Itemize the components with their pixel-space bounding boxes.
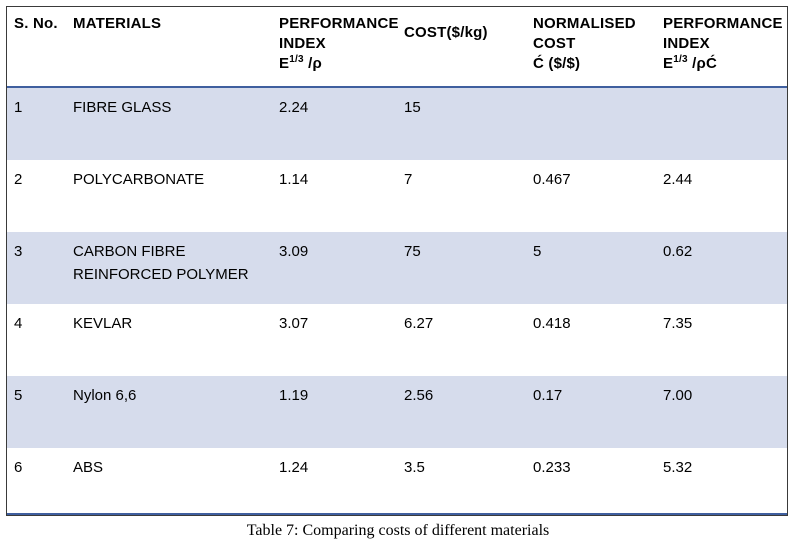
cell-cost: 7 (404, 171, 413, 188)
cell-normalised-cost: 0.467 (533, 171, 571, 188)
cell-cost: 15 (404, 99, 421, 116)
cell-performance-per-cost: 7.00 (663, 387, 693, 404)
cell-normalised-cost: 0.418 (533, 315, 571, 332)
cell-sno: 6 (14, 459, 23, 476)
cell-material: CARBON FIBRE REINFORCED POLYMER (73, 243, 249, 283)
cell-material: POLYCARBONATE (73, 171, 205, 188)
table-row: 5 Nylon 6,6 1.19 2.56 0.17 7.00 (7, 376, 787, 448)
materials-table: S. No. MATERIALS PERFORMANCE INDEX E1/3 … (6, 6, 788, 516)
cell-normalised-cost: 5 (533, 243, 542, 260)
cell-material: ABS (73, 459, 104, 476)
header-materials: MATERIALS (73, 15, 162, 32)
cell-performance-index: 2.24 (279, 99, 309, 116)
cell-performance-index: 3.07 (279, 315, 309, 332)
table-row: 1 FIBRE GLASS 2.24 15 (7, 88, 787, 160)
table-row: 6 ABS 1.24 3.5 0.233 5.32 (7, 448, 787, 514)
cell-performance-index: 1.14 (279, 171, 309, 188)
cell-performance-index: 1.24 (279, 459, 309, 476)
cell-sno: 1 (14, 99, 23, 116)
cell-sno: 3 (14, 243, 23, 260)
table-row: 3 CARBON FIBRE REINFORCED POLYMER 3.09 7… (7, 232, 787, 304)
header-rule (7, 86, 787, 88)
cell-performance-per-cost: 2.44 (663, 171, 693, 188)
cell-cost: 75 (404, 243, 421, 260)
cell-performance-per-cost: 7.35 (663, 315, 693, 332)
cell-material: Nylon 6,6 (73, 387, 137, 404)
cell-sno: 5 (14, 387, 23, 404)
cell-performance-per-cost: 5.32 (663, 459, 693, 476)
cell-normalised-cost: 0.233 (533, 459, 571, 476)
cell-cost: 3.5 (404, 459, 425, 476)
cell-normalised-cost: 0.17 (533, 387, 563, 404)
cell-performance-per-cost: 0.62 (663, 243, 693, 260)
header-performance-index: PERFORMANCE INDEX E1/3 /ρ (279, 15, 399, 72)
cell-cost: 2.56 (404, 387, 434, 404)
header-cost: COST($/kg) (404, 24, 488, 41)
table-caption: Table 7: Comparing costs of different ma… (246, 522, 550, 539)
table-row: 2 POLYCARBONATE 1.14 7 0.467 2.44 (7, 160, 787, 232)
cell-performance-index: 3.09 (279, 243, 309, 260)
bottom-rule (7, 513, 787, 515)
header-normalised-cost: NORMALISED COST Ć ($/$) (533, 15, 636, 72)
cell-performance-index: 1.19 (279, 387, 309, 404)
table-row: 4 KEVLAR 3.07 6.27 0.418 7.35 (7, 304, 787, 376)
header-performance-index-per-cost: PERFORMANCE INDEX E1/3 /ρĆ (663, 15, 783, 72)
cell-sno: 4 (14, 315, 23, 332)
cell-cost: 6.27 (404, 315, 434, 332)
cell-material: FIBRE GLASS (73, 99, 172, 116)
cell-material: KEVLAR (73, 315, 133, 332)
header-sno: S. No. (14, 15, 58, 32)
cell-sno: 2 (14, 171, 23, 188)
